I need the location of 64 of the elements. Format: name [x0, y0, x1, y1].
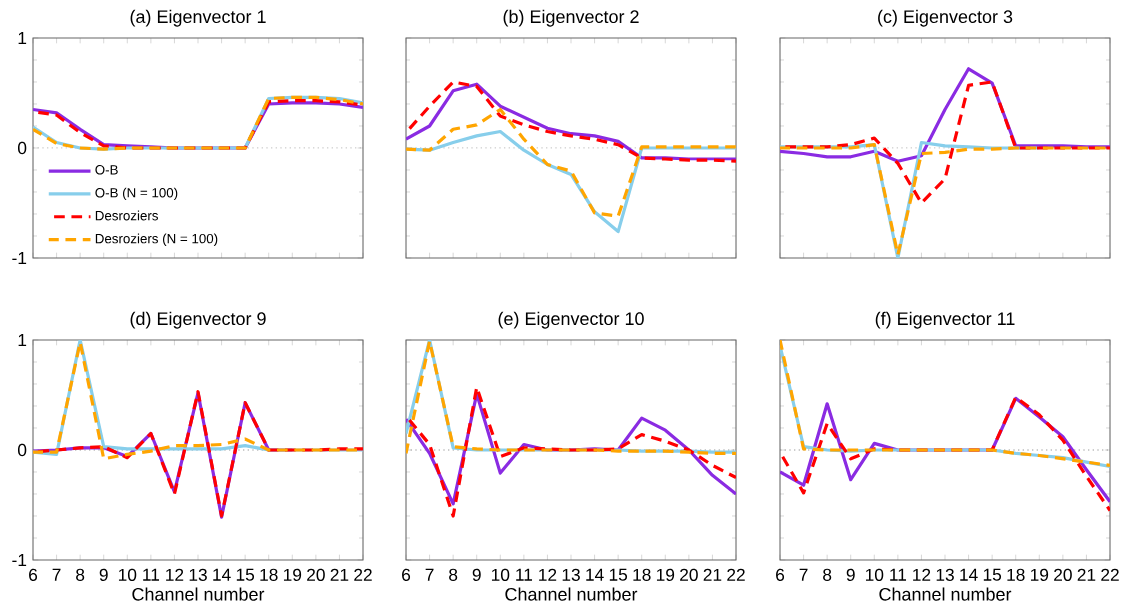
x-tick-label: 10 — [865, 568, 884, 581]
x-tick-label: 8 — [76, 568, 85, 581]
x-tick-label: 19 — [1030, 568, 1049, 581]
x-tick-label: 7 — [799, 568, 808, 581]
x-tick-label: 18 — [633, 568, 651, 581]
x-tick-label: 13 — [189, 568, 207, 581]
x-tick-label: 20 — [680, 568, 698, 581]
x-tick-label: 22 — [1101, 568, 1119, 581]
x-tick-label: 19 — [656, 568, 675, 581]
x-tick-label: 10 — [491, 568, 510, 581]
x-tick-label: 20 — [307, 568, 325, 581]
x-axis-title: Channel number — [132, 587, 265, 601]
x-tick-label: 12 — [166, 568, 184, 581]
chart-title: (a) Eigenvector 1 — [130, 9, 266, 27]
x-tick-label: 22 — [727, 568, 745, 581]
chart-title: (e) Eigenvector 10 — [498, 311, 644, 329]
x-tick-label: 11 — [890, 568, 907, 581]
x-tick-label: 15 — [983, 568, 1002, 581]
chart-title: (b) Eigenvector 2 — [503, 9, 639, 27]
x-tick-label: 10 — [118, 568, 137, 581]
legend-label: Desroziers — [95, 210, 158, 221]
chart-title: (c) Eigenvector 3 — [878, 9, 1013, 27]
x-tick-label: 8 — [823, 568, 832, 581]
x-tick-label: 9 — [99, 568, 108, 581]
x-tick-label: 7 — [425, 568, 434, 581]
x-axis-title: Channel number — [879, 587, 1012, 601]
x-tick-label: 18 — [1007, 568, 1025, 581]
x-tick-label: 18 — [260, 568, 278, 581]
x-tick-label: 12 — [913, 568, 931, 581]
y-tick-label: 1 — [18, 32, 27, 44]
x-tick-label: 20 — [1054, 568, 1072, 581]
chart-title: (f) Eigenvector 11 — [875, 311, 1015, 329]
x-tick-label: 21 — [703, 568, 722, 581]
x-tick-label: 6 — [29, 568, 38, 581]
x-tick-label: 13 — [562, 568, 580, 581]
x-tick-label: 11 — [516, 568, 533, 581]
x-tick-label: 9 — [846, 568, 855, 581]
y-tick-label: 0 — [17, 443, 27, 457]
x-tick-label: 12 — [539, 568, 557, 581]
x-tick-label: 21 — [330, 568, 349, 581]
x-axis-title: Channel number — [505, 587, 638, 601]
legend-label: Desroziers (N = 100) — [95, 233, 218, 246]
legend-label: O-B (N = 100) — [95, 187, 178, 201]
x-tick-label: 14 — [960, 568, 978, 581]
x-tick-label: 14 — [213, 568, 231, 581]
x-tick-label: 6 — [776, 568, 785, 581]
x-tick-label: 13 — [936, 568, 954, 581]
y-tick-label: -1 — [12, 252, 27, 264]
x-tick-label: 8 — [449, 568, 458, 581]
x-tick-label: 15 — [609, 568, 628, 581]
legend-label: O-B — [95, 165, 118, 175]
chart-title: (d) Eigenvector 9 — [130, 311, 266, 329]
y-tick-label: 0 — [17, 141, 27, 155]
x-tick-label: 7 — [52, 568, 61, 581]
x-tick-label: 11 — [143, 568, 160, 581]
x-tick-label: 14 — [586, 568, 604, 581]
x-tick-label: 21 — [1077, 568, 1096, 581]
x-tick-label: 6 — [402, 568, 411, 581]
y-tick-label: 1 — [18, 334, 27, 346]
x-tick-label: 19 — [283, 568, 302, 581]
x-tick-label: 22 — [354, 568, 372, 581]
x-tick-label: 9 — [472, 568, 481, 581]
y-tick-label: -1 — [12, 554, 27, 566]
x-tick-label: 15 — [236, 568, 255, 581]
